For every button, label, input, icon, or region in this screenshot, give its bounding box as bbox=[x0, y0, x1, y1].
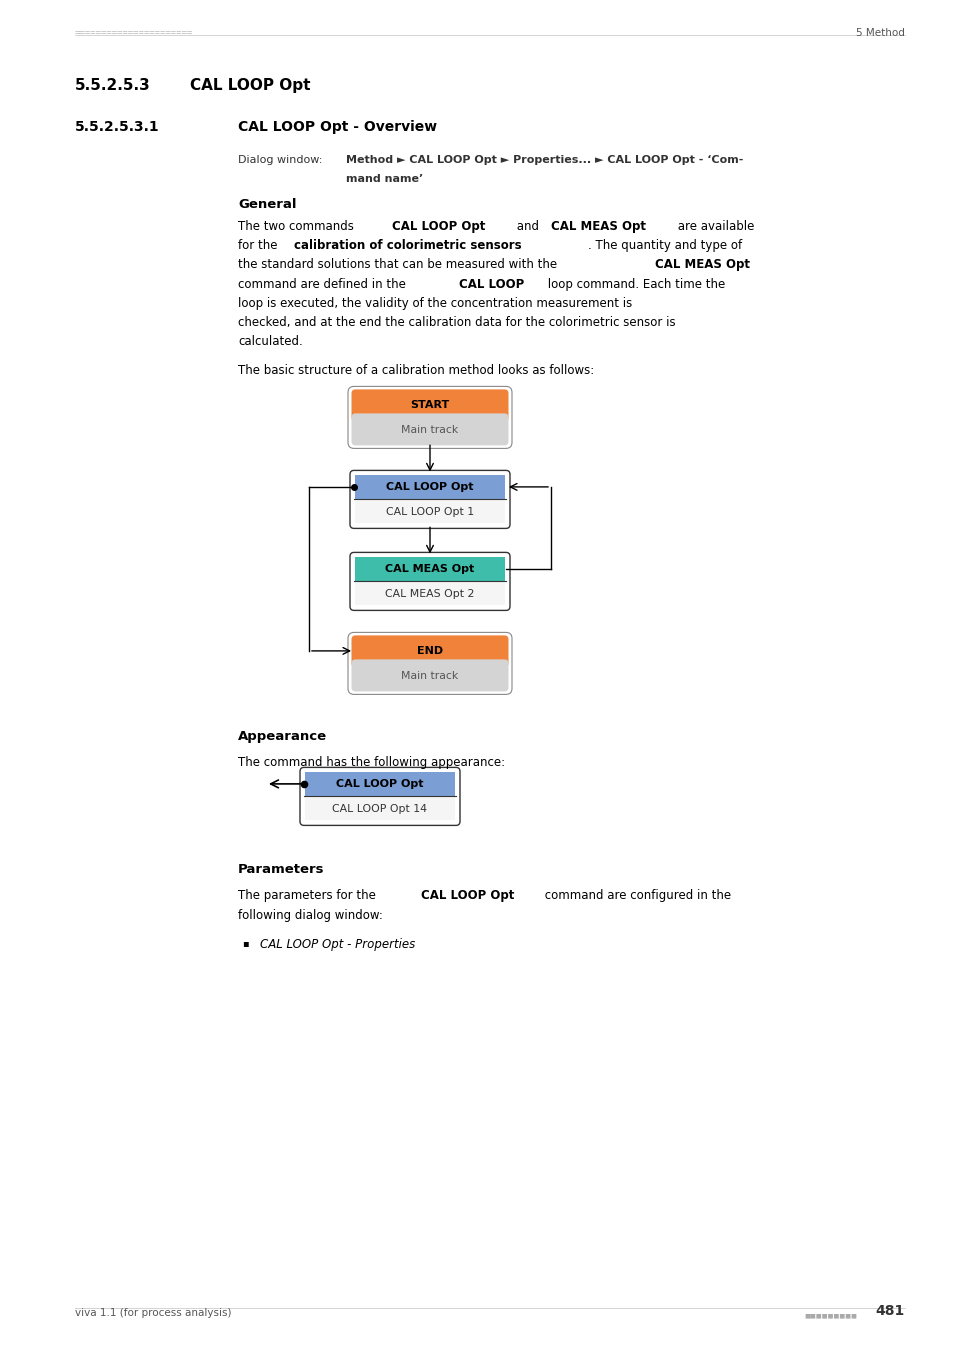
Text: Appearance: Appearance bbox=[237, 730, 327, 744]
Text: CAL MEAS Opt 2: CAL MEAS Opt 2 bbox=[385, 589, 475, 599]
Text: START: START bbox=[410, 400, 449, 410]
Text: CAL LOOP Opt 1: CAL LOOP Opt 1 bbox=[386, 506, 474, 517]
Text: and: and bbox=[513, 220, 542, 234]
FancyBboxPatch shape bbox=[348, 386, 512, 448]
Text: General: General bbox=[237, 198, 296, 211]
Text: calibration of colorimetric sensors: calibration of colorimetric sensors bbox=[294, 239, 521, 252]
Text: The command has the following appearance:: The command has the following appearance… bbox=[237, 756, 504, 770]
Text: CAL LOOP Opt: CAL LOOP Opt bbox=[190, 78, 310, 93]
Text: ▪: ▪ bbox=[242, 938, 249, 948]
Text: CAL MEAS Opt: CAL MEAS Opt bbox=[385, 564, 475, 574]
Bar bbox=[305, 772, 455, 796]
Text: loop is executed, the validity of the concentration measurement is: loop is executed, the validity of the co… bbox=[237, 297, 632, 309]
Text: CAL MEAS Opt: CAL MEAS Opt bbox=[551, 220, 645, 234]
Text: checked, and at the end the calibration data for the colorimetric sensor is: checked, and at the end the calibration … bbox=[237, 316, 675, 329]
Text: CAL LOOP Opt - Properties: CAL LOOP Opt - Properties bbox=[260, 938, 415, 950]
Text: calculated.: calculated. bbox=[237, 335, 302, 348]
Text: for the: for the bbox=[237, 239, 281, 252]
Text: The two commands: The two commands bbox=[237, 220, 357, 234]
Bar bbox=[355, 653, 504, 663]
Text: command are defined in the: command are defined in the bbox=[237, 278, 409, 290]
Text: CAL LOOP Opt: CAL LOOP Opt bbox=[386, 482, 474, 491]
Text: Dialog window:: Dialog window: bbox=[237, 155, 326, 165]
Bar bbox=[355, 408, 504, 417]
Text: END: END bbox=[416, 645, 442, 656]
Text: 5.5.2.5.3: 5.5.2.5.3 bbox=[75, 78, 151, 93]
Text: CAL MEAS Opt: CAL MEAS Opt bbox=[654, 258, 749, 271]
Text: Parameters: Parameters bbox=[237, 864, 324, 876]
Text: following dialog window:: following dialog window: bbox=[237, 909, 382, 922]
FancyBboxPatch shape bbox=[351, 636, 508, 667]
FancyBboxPatch shape bbox=[351, 413, 508, 446]
Text: CAL LOOP Opt: CAL LOOP Opt bbox=[420, 890, 514, 902]
Text: Main track: Main track bbox=[401, 671, 458, 680]
Bar bbox=[355, 582, 504, 605]
Bar bbox=[305, 798, 455, 821]
Text: 481: 481 bbox=[875, 1304, 904, 1318]
Text: . The quantity and type of: . The quantity and type of bbox=[587, 239, 740, 252]
FancyBboxPatch shape bbox=[351, 389, 508, 421]
FancyBboxPatch shape bbox=[350, 470, 510, 528]
Text: CAL LOOP Opt: CAL LOOP Opt bbox=[392, 220, 485, 234]
Text: command are configured in the: command are configured in the bbox=[540, 890, 731, 902]
Text: 5.5.2.5.3.1: 5.5.2.5.3.1 bbox=[75, 120, 159, 134]
FancyBboxPatch shape bbox=[350, 552, 510, 610]
Bar bbox=[355, 663, 504, 674]
Text: CAL LOOP Opt: CAL LOOP Opt bbox=[335, 779, 423, 788]
Text: CAL LOOP Opt - Overview: CAL LOOP Opt - Overview bbox=[237, 120, 436, 134]
Text: CAL LOOP Opt 14: CAL LOOP Opt 14 bbox=[333, 803, 427, 814]
Text: Method ► CAL LOOP Opt ► Properties... ► CAL LOOP Opt - ‘Com-: Method ► CAL LOOP Opt ► Properties... ► … bbox=[346, 155, 742, 165]
Bar bbox=[355, 558, 504, 582]
FancyBboxPatch shape bbox=[348, 632, 512, 694]
FancyBboxPatch shape bbox=[351, 659, 508, 691]
Text: ======================: ====================== bbox=[75, 28, 193, 36]
Text: The basic structure of a calibration method looks as follows:: The basic structure of a calibration met… bbox=[237, 364, 594, 378]
Text: Main track: Main track bbox=[401, 425, 458, 435]
Text: 5 Method: 5 Method bbox=[855, 28, 904, 38]
Text: loop command. Each time the: loop command. Each time the bbox=[543, 278, 724, 290]
Text: mand name’: mand name’ bbox=[346, 174, 423, 184]
Text: CAL LOOP: CAL LOOP bbox=[459, 278, 524, 290]
Text: ■■■■■■■■■: ■■■■■■■■■ bbox=[803, 1314, 856, 1318]
Text: are available: are available bbox=[673, 220, 754, 234]
Text: The parameters for the: The parameters for the bbox=[237, 890, 379, 902]
FancyBboxPatch shape bbox=[299, 767, 459, 825]
Bar bbox=[355, 417, 504, 428]
Text: the standard solutions that can be measured with the: the standard solutions that can be measu… bbox=[237, 258, 560, 271]
Bar bbox=[355, 475, 504, 500]
Text: viva 1.1 (for process analysis): viva 1.1 (for process analysis) bbox=[75, 1308, 232, 1318]
Bar bbox=[355, 501, 504, 524]
